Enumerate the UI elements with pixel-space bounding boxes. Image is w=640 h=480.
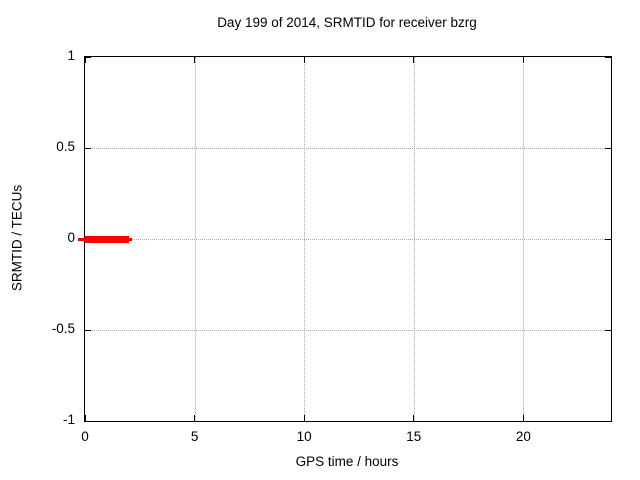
y-tick-mark-right (605, 420, 611, 422)
y-gridline (85, 148, 611, 149)
y-tick-label: 0 (67, 230, 75, 245)
x-tick-mark-top (413, 57, 415, 63)
x-tick-label: 5 (190, 429, 199, 444)
y-tick-mark-right (605, 56, 611, 58)
y-tick-mark-left (85, 147, 91, 149)
x-tick-mark-bottom (303, 415, 305, 421)
y-tick-label: 0.5 (56, 139, 75, 154)
y-gridline (85, 330, 611, 331)
y-tick-mark-left (85, 420, 91, 422)
y-tick-mark-right (605, 147, 611, 149)
x-tick-label: 15 (406, 429, 422, 444)
y-tick-mark-right (605, 329, 611, 331)
x-tick-mark-bottom (84, 415, 86, 421)
y-tick-mark-left (85, 329, 91, 331)
x-tick-mark-top (194, 57, 196, 63)
x-tick-mark-bottom (522, 415, 524, 421)
plot-area: 0 5 10 15 20 -1 -0.5 0 0.5 1 (52, 48, 612, 444)
x-tick-label: 10 (296, 429, 312, 444)
x-tick-label: 20 (515, 429, 531, 444)
chart-title: Day 199 of 2014, SRMTID for receiver bzr… (217, 15, 477, 30)
y-tick-label: -1 (62, 412, 75, 427)
y-tick-label: -0.5 (51, 321, 75, 336)
x-axis-label: GPS time / hours (295, 454, 399, 469)
x-tick-mark-top (522, 57, 524, 63)
y-tick-label: 1 (67, 48, 75, 63)
x-tick-mark-bottom (413, 415, 415, 421)
x-tick-mark-top (303, 57, 305, 63)
y-gridline (85, 239, 611, 240)
x-tick-mark-bottom (194, 415, 196, 421)
x-tick-label: 0 (81, 429, 89, 444)
y-tick-mark-right (605, 238, 611, 240)
x-tick-mark-top (84, 57, 86, 63)
y-tick-mark-left (85, 56, 91, 58)
series-line-srmtid (85, 235, 129, 243)
